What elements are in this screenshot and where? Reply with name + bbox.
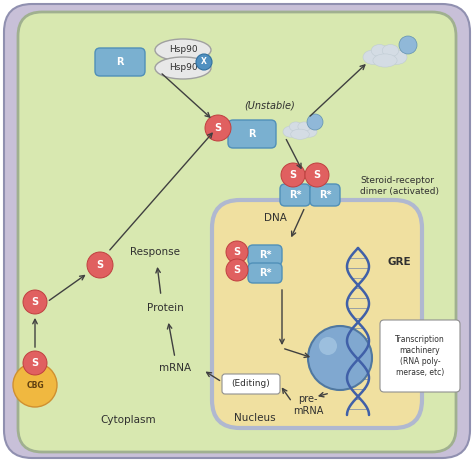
Text: S: S: [233, 247, 241, 257]
Text: CBG: CBG: [26, 381, 44, 389]
Ellipse shape: [289, 124, 311, 136]
Circle shape: [399, 36, 417, 54]
FancyBboxPatch shape: [380, 320, 460, 392]
Ellipse shape: [283, 126, 298, 137]
Ellipse shape: [373, 54, 397, 67]
Ellipse shape: [298, 122, 310, 131]
Ellipse shape: [289, 122, 302, 131]
Text: mRNA: mRNA: [159, 363, 191, 373]
Text: S: S: [290, 170, 297, 180]
Circle shape: [281, 163, 305, 187]
FancyBboxPatch shape: [248, 245, 282, 265]
Ellipse shape: [301, 126, 317, 137]
Text: S: S: [214, 123, 221, 133]
Ellipse shape: [155, 57, 211, 79]
Ellipse shape: [363, 50, 383, 64]
Text: R: R: [116, 57, 124, 67]
FancyBboxPatch shape: [228, 120, 276, 148]
Circle shape: [305, 163, 329, 187]
Ellipse shape: [382, 44, 399, 57]
Ellipse shape: [291, 129, 310, 140]
Text: X: X: [201, 57, 207, 67]
Circle shape: [308, 326, 372, 390]
FancyBboxPatch shape: [4, 4, 470, 458]
Circle shape: [87, 252, 113, 278]
Circle shape: [196, 54, 212, 70]
FancyBboxPatch shape: [18, 12, 456, 452]
Text: Hsp90: Hsp90: [169, 45, 197, 55]
Text: Nucleus: Nucleus: [234, 413, 276, 423]
Circle shape: [23, 290, 47, 314]
Text: S: S: [96, 260, 103, 270]
Ellipse shape: [387, 50, 407, 64]
FancyBboxPatch shape: [310, 184, 340, 206]
Text: DNA: DNA: [264, 213, 286, 223]
FancyBboxPatch shape: [280, 184, 310, 206]
Text: pre-
mRNA: pre- mRNA: [293, 394, 323, 416]
Circle shape: [319, 337, 337, 355]
FancyBboxPatch shape: [248, 263, 282, 283]
Circle shape: [226, 259, 248, 281]
Text: S: S: [233, 265, 241, 275]
FancyBboxPatch shape: [212, 200, 422, 428]
Text: R: R: [248, 129, 256, 139]
Ellipse shape: [371, 47, 399, 63]
Circle shape: [205, 115, 231, 141]
Text: Steroid-receptor
dimer (activated): Steroid-receptor dimer (activated): [360, 176, 439, 196]
FancyBboxPatch shape: [222, 374, 280, 394]
Circle shape: [226, 241, 248, 263]
Text: GRE: GRE: [388, 257, 411, 267]
Text: R*: R*: [319, 190, 331, 200]
Text: Response: Response: [130, 247, 180, 257]
Circle shape: [13, 363, 57, 407]
Text: S: S: [31, 297, 38, 307]
Text: Hsp90: Hsp90: [169, 63, 197, 73]
Text: R*: R*: [259, 250, 271, 260]
Text: Cytoplasm: Cytoplasm: [100, 415, 156, 425]
Text: (Editing): (Editing): [232, 379, 270, 389]
Text: R*: R*: [289, 190, 301, 200]
FancyBboxPatch shape: [95, 48, 145, 76]
Circle shape: [307, 114, 323, 130]
Text: S: S: [313, 170, 320, 180]
Text: S: S: [31, 358, 38, 368]
Text: Transcription
machinery
(RNA poly-
merase, etc): Transcription machinery (RNA poly- meras…: [395, 335, 445, 377]
Text: R*: R*: [259, 268, 271, 278]
Text: Protein: Protein: [146, 303, 183, 313]
Circle shape: [23, 351, 47, 375]
Ellipse shape: [371, 44, 388, 57]
Ellipse shape: [155, 39, 211, 61]
Text: (Unstable): (Unstable): [245, 101, 295, 111]
